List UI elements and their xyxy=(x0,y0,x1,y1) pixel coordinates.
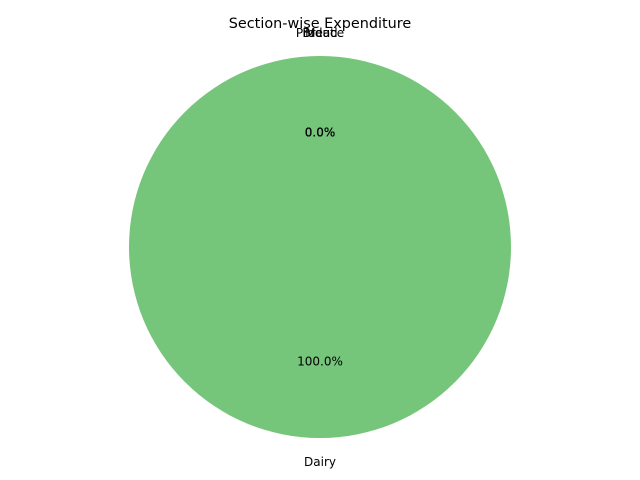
chart-title: Section-wise Expenditure xyxy=(229,16,412,32)
slice-pct-produce: 0.0% xyxy=(305,125,336,139)
slice-label-bread: Bread xyxy=(302,26,337,40)
pie-slices xyxy=(129,56,511,438)
slice-label-meat: Meat xyxy=(305,26,335,40)
slice-label-produce: Produce xyxy=(296,26,344,40)
slice-pct-bread: 0.0% xyxy=(305,125,336,139)
slice-label-dairy: Dairy xyxy=(304,455,336,469)
slice-pct-dairy: 100.0% xyxy=(297,355,343,369)
pie-slice-dairy xyxy=(129,56,511,438)
slice-pct-meat: 0.0% xyxy=(305,125,336,139)
